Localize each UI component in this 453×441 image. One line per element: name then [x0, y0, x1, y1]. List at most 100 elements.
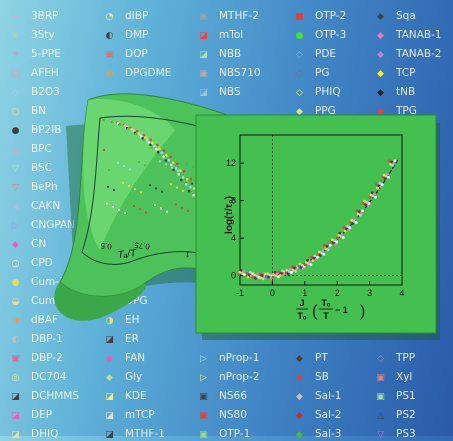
data-point: [360, 211, 363, 215]
data-point: [334, 242, 338, 246]
legend-marker-icon: ◐: [11, 335, 20, 345]
data-point: [297, 264, 301, 268]
data-point: [290, 271, 293, 274]
sheet-x-axis-label: Tₐ/T: [117, 248, 138, 261]
sheet-data-point: [150, 145, 154, 149]
sheet-data-point: [184, 183, 188, 186]
sheet-data-point: [169, 163, 173, 167]
legend-item: ◎ DPGDME: [104, 67, 172, 79]
x-tick-label: 3: [367, 288, 372, 298]
data-point: [275, 272, 279, 275]
legend-label: DBP-1: [31, 333, 63, 345]
sheet-data-point: [149, 143, 152, 147]
legend-label: NBS710: [219, 67, 261, 79]
sheet-data-point: [118, 123, 122, 127]
legend-label: CN: [31, 238, 47, 250]
legend-label: CNGPAN: [31, 219, 76, 231]
data-point: [312, 256, 316, 260]
y-tick-label: 0: [231, 271, 236, 281]
legend-item: ◆ TANAB-1: [375, 29, 441, 41]
legend-marker-icon: ◪: [105, 411, 114, 421]
y-tick-label: 12: [226, 158, 236, 168]
legend-marker-icon: ▷: [200, 354, 207, 364]
legend-marker-icon: ◆: [377, 88, 384, 98]
data-point: [346, 225, 349, 228]
legend-item: ◆ tNB: [375, 86, 415, 98]
legend-label: DPGDME: [125, 67, 172, 79]
legend-marker-icon: ▣: [199, 411, 208, 421]
legend-label: DCHMMS: [31, 390, 80, 402]
legend-item: △ BPC: [10, 143, 52, 155]
data-point: [335, 240, 339, 244]
legend-item: ▽ BSC: [10, 162, 52, 174]
plot-frame: [239, 134, 403, 286]
legend-label: nProp-2: [219, 371, 260, 383]
data-point: [243, 273, 246, 276]
sheet-data-point: [185, 177, 189, 181]
data-point: [381, 176, 385, 179]
legend-marker-icon: ○: [11, 107, 20, 117]
legend-marker-icon: △: [377, 411, 384, 421]
sheet-data-point: [138, 208, 142, 211]
data-point: [246, 275, 250, 279]
legend-label: mTCP: [125, 409, 155, 421]
legend-item: ◑ dBAF: [10, 314, 59, 326]
legend-item: ◇ PG: [294, 67, 329, 79]
data-point: [368, 195, 372, 199]
legend-marker-icon: ◪: [11, 392, 20, 402]
x-tick-label: 4: [399, 288, 404, 298]
sheet-data-point: [177, 172, 180, 176]
legend-marker-icon: ◆: [377, 12, 384, 22]
legend-marker-icon: ◑: [105, 316, 114, 326]
data-point: [367, 202, 371, 205]
legend-marker-icon: ▷: [200, 373, 207, 383]
data-point: [326, 248, 330, 252]
data-point: [292, 268, 295, 272]
legend-item: ◆ PT: [294, 352, 328, 364]
legend-marker-icon: ◆: [296, 373, 303, 383]
sheet-data-point: [138, 133, 142, 137]
sheet-data-point: [175, 186, 179, 189]
data-point: [393, 159, 397, 163]
legend-label: nProp-1: [219, 352, 260, 364]
legend-label: B2O3: [31, 86, 60, 98]
legend-item: ○ CPD: [10, 257, 53, 269]
sheet-data-point: [160, 151, 163, 154]
legend-marker-icon: ◆: [296, 411, 303, 421]
sheet-data-point: [174, 203, 178, 206]
x-tick-label: 1: [302, 288, 307, 298]
legend-item: ▣ NBS710: [198, 67, 261, 79]
legend-item: ◎ DC704: [10, 371, 67, 383]
data-point: [314, 258, 318, 261]
sheet-data-point: [174, 173, 178, 176]
legend-item: ◪ mTol: [198, 29, 243, 41]
legend-label: BSC: [31, 162, 53, 174]
sheet-data-point: [169, 155, 172, 159]
data-point: [348, 226, 352, 230]
legend-item: ◆ TPG: [375, 105, 417, 117]
data-point: [362, 202, 365, 205]
legend-label: EH: [125, 314, 140, 326]
legend-label: MTHF-2: [219, 10, 259, 22]
data-point: [353, 217, 357, 221]
legend-marker-icon: ◎: [11, 373, 20, 383]
legend-item: ▣ DBP-2: [10, 352, 63, 364]
x-tick-label: 2: [335, 288, 340, 298]
sheet-data-point: [110, 120, 114, 124]
data-point: [365, 200, 369, 204]
sheet-data-point: [121, 181, 125, 184]
legend-marker-icon: ◪: [199, 31, 208, 41]
sheet-data-point: [160, 190, 164, 193]
legend-label: NBB: [219, 48, 242, 60]
data-point: [342, 226, 346, 230]
sheet-data-point: [149, 167, 153, 170]
legend-marker-icon: ◆: [106, 354, 113, 364]
legend-label: PG: [315, 67, 330, 79]
data-point: [240, 272, 244, 275]
sheet-data-point: [143, 164, 147, 167]
data-point: [308, 260, 312, 263]
data-point: [349, 221, 352, 224]
data-point: [380, 183, 384, 186]
sheet-data-point: [176, 169, 180, 172]
